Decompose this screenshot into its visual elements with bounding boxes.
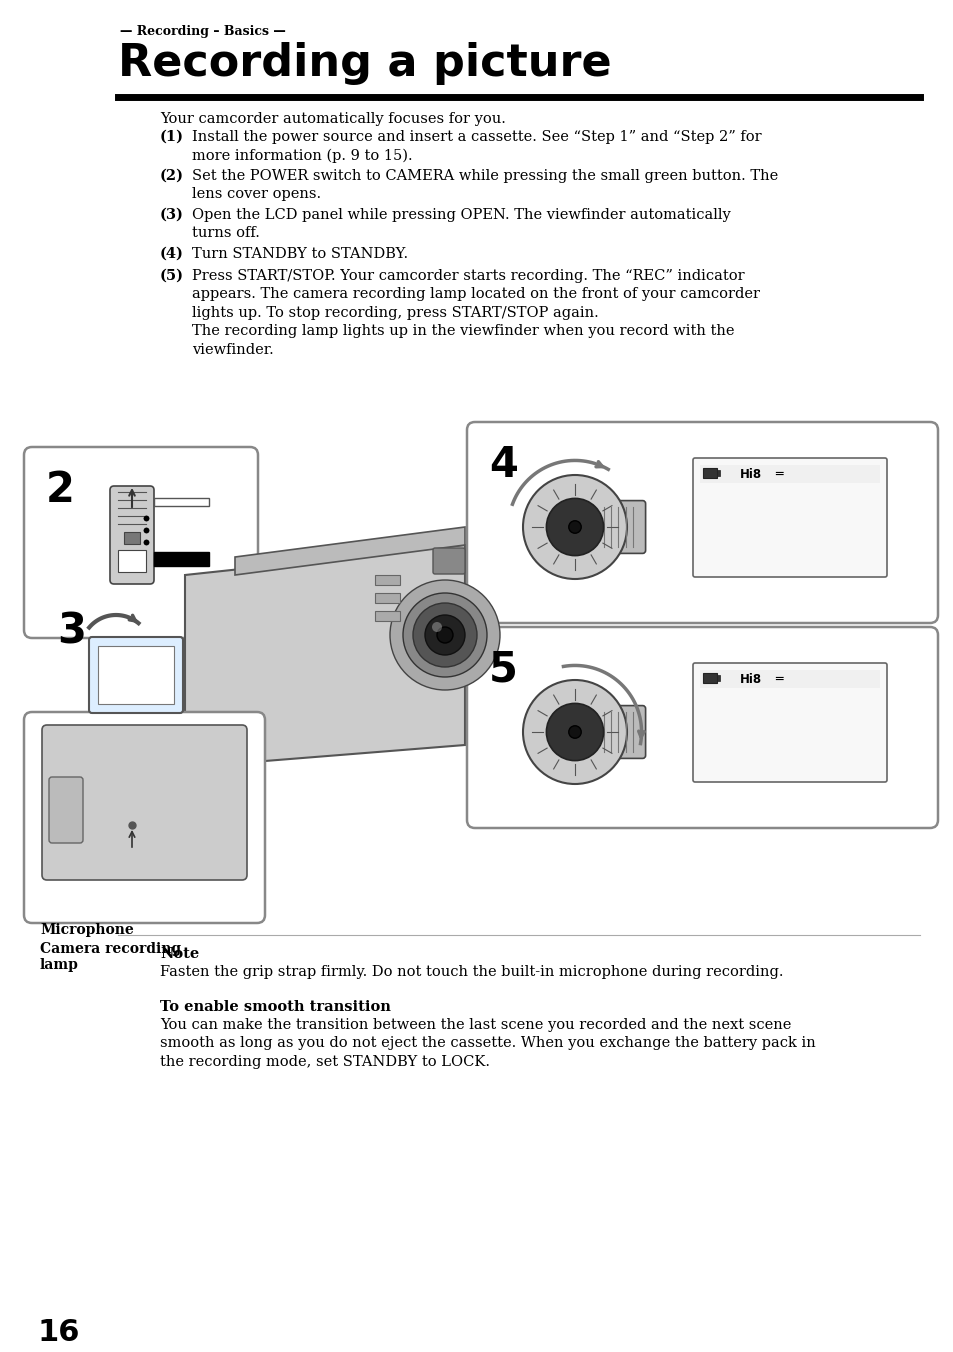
FancyBboxPatch shape [89, 637, 183, 713]
FancyBboxPatch shape [24, 713, 265, 923]
Text: 2: 2 [46, 469, 74, 511]
Text: Your camcorder automatically focuses for you.: Your camcorder automatically focuses for… [160, 112, 505, 126]
FancyBboxPatch shape [592, 500, 645, 553]
Text: Press START/STOP. Your camcorder starts recording. The “REC” indicator
appears. : Press START/STOP. Your camcorder starts … [192, 269, 760, 357]
Circle shape [432, 622, 441, 631]
Bar [153, 552, 209, 566]
Text: 5: 5 [489, 649, 517, 691]
Text: — Recording – Basics —: — Recording – Basics — [120, 24, 286, 38]
Text: (3): (3) [160, 208, 184, 222]
Text: Set the POWER switch to CAMERA while pressing the small green button. The
lens c: Set the POWER switch to CAMERA while pre… [192, 169, 778, 201]
Circle shape [402, 594, 486, 677]
Circle shape [568, 521, 580, 533]
Text: Recording a picture: Recording a picture [118, 42, 611, 85]
Text: Hi8: Hi8 [740, 673, 761, 685]
FancyBboxPatch shape [24, 448, 257, 638]
Circle shape [522, 680, 626, 784]
Text: (2): (2) [160, 169, 184, 183]
FancyBboxPatch shape [49, 777, 83, 844]
Circle shape [413, 603, 476, 667]
Text: (5): (5) [160, 269, 184, 283]
Circle shape [546, 499, 603, 556]
Text: Fasten the grip strap firmly. Do not touch the built-in microphone during record: Fasten the grip strap firmly. Do not tou… [160, 965, 782, 979]
FancyBboxPatch shape [42, 725, 247, 880]
Bar [375, 594, 399, 603]
Bar [124, 531, 140, 544]
FancyBboxPatch shape [467, 422, 937, 623]
FancyBboxPatch shape [592, 706, 645, 758]
Circle shape [568, 726, 580, 738]
Bar [702, 673, 717, 683]
Circle shape [424, 615, 464, 654]
Text: Open the LCD panel while pressing OPEN. The viewfinder automatically
turns off.: Open the LCD panel while pressing OPEN. … [192, 208, 730, 241]
Bar [375, 611, 399, 621]
Bar [153, 498, 209, 506]
Text: Microphone: Microphone [40, 923, 133, 937]
Text: 3: 3 [57, 610, 86, 652]
Text: Install the power source and insert a cassette. See “Step 1” and “Step 2” for
mo: Install the power source and insert a ca… [192, 130, 760, 164]
Text: Note: Note [160, 946, 199, 961]
FancyBboxPatch shape [433, 548, 464, 575]
Circle shape [390, 580, 499, 690]
Polygon shape [185, 545, 464, 765]
Text: Hi8: Hi8 [740, 468, 761, 481]
Text: Camera recording
lamp: Camera recording lamp [40, 942, 181, 972]
Bar [717, 470, 720, 476]
Bar [717, 675, 720, 681]
FancyBboxPatch shape [692, 662, 886, 781]
Bar [702, 468, 717, 479]
Text: To enable smooth transition: To enable smooth transition [160, 1000, 391, 1014]
Polygon shape [234, 527, 464, 575]
Bar [118, 550, 146, 572]
FancyBboxPatch shape [692, 458, 886, 577]
Circle shape [546, 703, 603, 761]
Text: (1): (1) [160, 130, 184, 145]
Bar [98, 646, 173, 704]
Text: 16: 16 [38, 1318, 80, 1347]
Text: ═: ═ [774, 468, 781, 481]
Text: ═: ═ [774, 673, 781, 685]
Bar [700, 465, 879, 483]
FancyBboxPatch shape [110, 485, 153, 584]
Bar [700, 671, 879, 688]
FancyBboxPatch shape [467, 627, 937, 827]
Text: 4: 4 [489, 443, 517, 485]
Text: You can make the transition between the last scene you recorded and the next sce: You can make the transition between the … [160, 1018, 815, 1069]
Circle shape [522, 475, 626, 579]
Bar [375, 575, 399, 585]
Text: (4): (4) [160, 247, 184, 261]
Text: Turn STANDBY to STANDBY.: Turn STANDBY to STANDBY. [192, 247, 408, 261]
Circle shape [436, 627, 453, 644]
